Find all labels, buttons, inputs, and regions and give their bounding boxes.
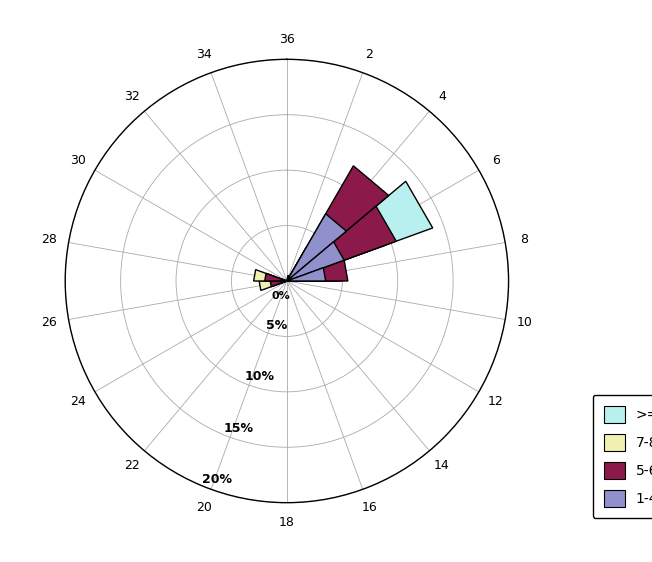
Polygon shape (287, 206, 396, 281)
Polygon shape (265, 274, 287, 281)
Polygon shape (287, 262, 342, 281)
Polygon shape (271, 281, 287, 287)
Polygon shape (287, 182, 433, 281)
Legend: >=9, 7-8, 5-6, 1-4: >=9, 7-8, 5-6, 1-4 (593, 395, 652, 518)
Polygon shape (287, 214, 386, 281)
Polygon shape (282, 281, 287, 283)
Polygon shape (287, 264, 336, 281)
Polygon shape (271, 281, 287, 287)
Polygon shape (287, 247, 317, 281)
Polygon shape (254, 270, 287, 281)
Polygon shape (259, 281, 287, 291)
Polygon shape (287, 242, 344, 281)
Polygon shape (265, 274, 287, 281)
Polygon shape (287, 260, 348, 281)
Polygon shape (287, 247, 317, 281)
Polygon shape (287, 275, 289, 281)
Polygon shape (287, 214, 346, 281)
Polygon shape (282, 279, 287, 281)
Text: 0%: 0% (271, 291, 290, 301)
Polygon shape (287, 268, 326, 281)
Polygon shape (287, 166, 389, 281)
